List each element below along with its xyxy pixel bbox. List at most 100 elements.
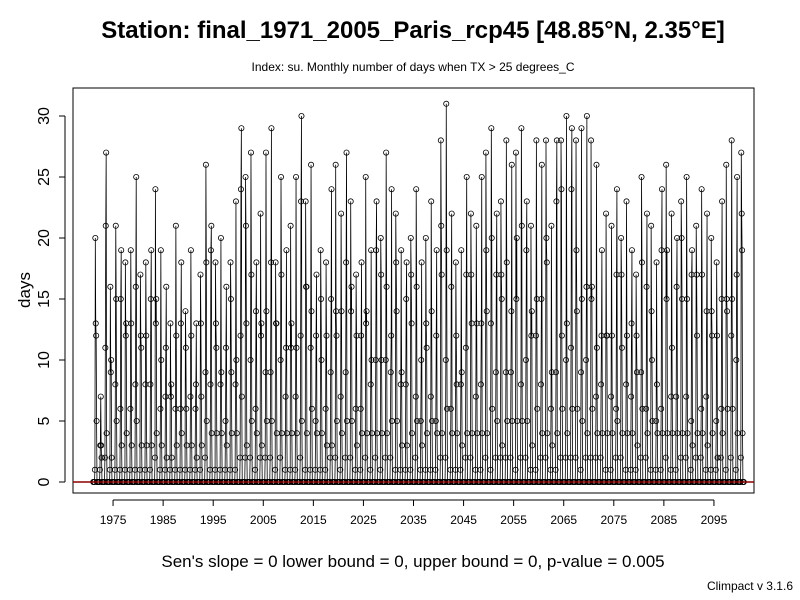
chart-subtitle: Index: su. Monthly number of days when T… bbox=[252, 60, 575, 74]
data-point bbox=[158, 356, 165, 363]
data-point bbox=[267, 369, 274, 376]
data-point bbox=[177, 320, 184, 327]
data-point bbox=[603, 210, 610, 217]
data-point bbox=[613, 186, 620, 193]
data-point bbox=[143, 332, 150, 339]
data-point bbox=[547, 405, 554, 412]
data-point bbox=[708, 234, 715, 241]
data-point bbox=[108, 454, 115, 461]
data-point bbox=[202, 369, 209, 376]
data-point bbox=[293, 430, 300, 437]
x-tick-label: 2025 bbox=[350, 513, 377, 527]
data-point bbox=[398, 369, 405, 376]
data-point bbox=[739, 247, 746, 254]
data-point bbox=[427, 393, 434, 400]
data-point bbox=[698, 405, 705, 412]
data-point bbox=[538, 295, 545, 302]
data-point bbox=[583, 356, 590, 363]
data-point bbox=[383, 283, 390, 290]
data-point bbox=[122, 259, 129, 266]
data-point bbox=[273, 320, 280, 327]
data-point bbox=[328, 295, 335, 302]
data-point bbox=[552, 466, 559, 473]
data-point bbox=[713, 417, 720, 424]
data-point bbox=[417, 417, 424, 424]
data-point bbox=[272, 466, 279, 473]
data-point bbox=[478, 173, 485, 180]
data-point bbox=[593, 161, 600, 168]
data-point bbox=[597, 454, 604, 461]
data-point bbox=[232, 466, 239, 473]
data-point bbox=[649, 417, 656, 424]
data-point bbox=[182, 344, 189, 351]
data-point bbox=[92, 320, 99, 327]
data-point bbox=[337, 466, 344, 473]
data-point bbox=[398, 247, 405, 254]
data-point bbox=[247, 454, 254, 461]
data-point bbox=[163, 283, 170, 290]
data-point bbox=[97, 393, 104, 400]
data-point bbox=[563, 320, 570, 327]
data-point bbox=[253, 259, 260, 266]
data-point bbox=[578, 369, 585, 376]
data-point bbox=[378, 356, 385, 363]
y-tick-label: 10 bbox=[36, 351, 53, 369]
data-point bbox=[727, 454, 734, 461]
data-point bbox=[192, 381, 199, 388]
data-point bbox=[252, 308, 259, 315]
data-point bbox=[722, 466, 729, 473]
data-point bbox=[658, 405, 665, 412]
data-point bbox=[588, 295, 595, 302]
data-point bbox=[598, 381, 605, 388]
data-point bbox=[714, 454, 721, 461]
data-point bbox=[518, 222, 525, 229]
data-point bbox=[298, 113, 305, 120]
data-point bbox=[643, 210, 650, 217]
data-point bbox=[407, 466, 414, 473]
data-point bbox=[607, 466, 614, 473]
data-point bbox=[153, 430, 160, 437]
data-point bbox=[608, 393, 615, 400]
data-point bbox=[358, 259, 365, 266]
data-point bbox=[522, 454, 529, 461]
data-point bbox=[628, 393, 635, 400]
data-point bbox=[278, 271, 285, 278]
data-point bbox=[207, 247, 214, 254]
data-point bbox=[714, 332, 721, 339]
data-point bbox=[553, 198, 560, 205]
data-point bbox=[713, 259, 720, 266]
data-point bbox=[482, 149, 489, 156]
data-point bbox=[323, 259, 330, 266]
data-point bbox=[322, 466, 329, 473]
data-point bbox=[198, 442, 205, 449]
data-point bbox=[157, 247, 164, 254]
data-point bbox=[648, 222, 655, 229]
data-point bbox=[629, 430, 636, 437]
data-point bbox=[422, 234, 429, 241]
data-point bbox=[579, 417, 586, 424]
data-point bbox=[93, 332, 100, 339]
data-point bbox=[148, 442, 155, 449]
data-point bbox=[448, 283, 455, 290]
data-point bbox=[348, 283, 355, 290]
y-axis: 0 5 10 15 20 25 30 bbox=[36, 107, 66, 486]
data-point bbox=[377, 466, 384, 473]
plot-frame bbox=[72, 87, 755, 494]
y-tick-label: 5 bbox=[36, 416, 53, 425]
data-point bbox=[404, 442, 411, 449]
data-point bbox=[728, 332, 735, 339]
data-point bbox=[613, 405, 620, 412]
data-point bbox=[403, 295, 410, 302]
data-point bbox=[98, 454, 105, 461]
data-point bbox=[618, 344, 625, 351]
data-point bbox=[409, 430, 416, 437]
data-point bbox=[699, 271, 706, 278]
data-point bbox=[212, 259, 219, 266]
data-point bbox=[717, 454, 724, 461]
data-point bbox=[424, 430, 431, 437]
data-point bbox=[413, 186, 420, 193]
data-point bbox=[633, 271, 640, 278]
x-tick-label: 2095 bbox=[701, 513, 728, 527]
data-point bbox=[177, 405, 184, 412]
